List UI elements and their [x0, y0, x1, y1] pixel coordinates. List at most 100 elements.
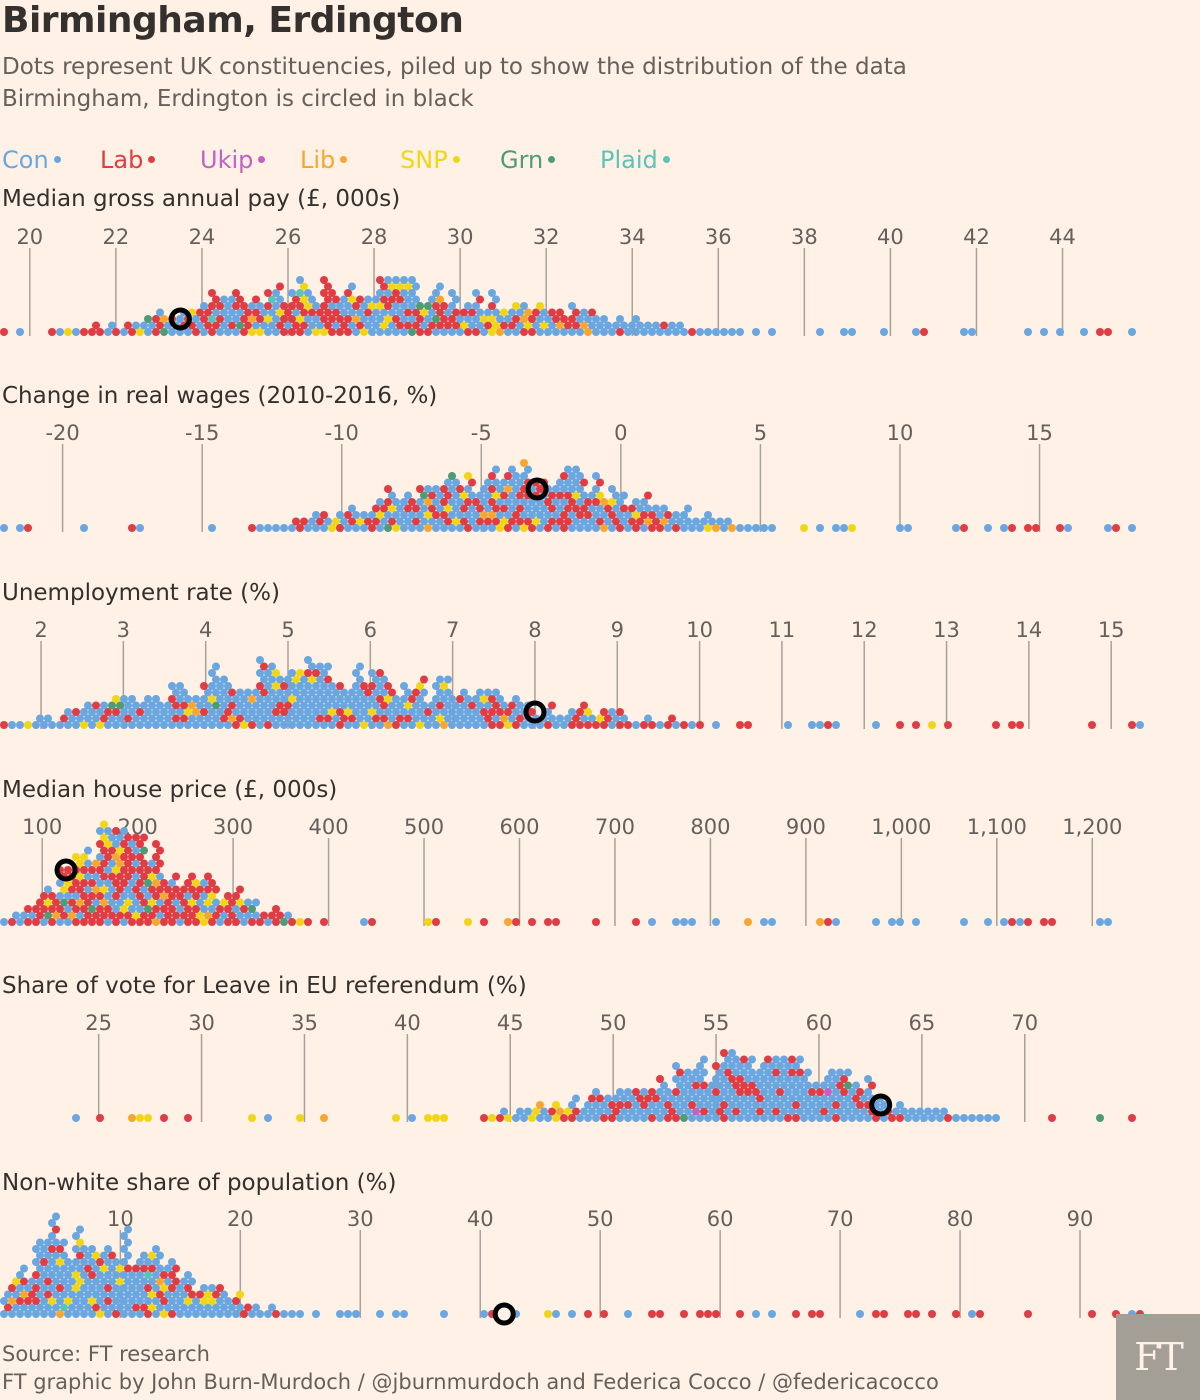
- constituency-dot: [992, 721, 1000, 729]
- constituency-dot: [16, 328, 24, 336]
- constituency-dot: [180, 714, 188, 723]
- constituency-dot: [272, 669, 280, 677]
- constituency-dot: [644, 321, 652, 330]
- constituency-dot: [192, 918, 200, 926]
- constituency-dot: [320, 918, 328, 926]
- constituency-dot: [132, 859, 140, 868]
- constituency-dot: [728, 1075, 736, 1083]
- constituency-dot: [612, 1094, 620, 1103]
- constituency-dot: [148, 1303, 156, 1312]
- constituency-dot: [668, 714, 676, 723]
- constituency-dot: [396, 295, 404, 304]
- constituency-dot: [104, 840, 112, 848]
- constituency-dot: [188, 872, 196, 881]
- constituency-dot: [124, 846, 132, 855]
- constituency-dot: [240, 905, 248, 913]
- constituency-dot: [388, 701, 396, 710]
- tick-label: 100: [22, 815, 62, 839]
- constituency-dot: [36, 1264, 44, 1273]
- constituency-dot: [852, 1107, 860, 1116]
- constituency-dot: [380, 688, 388, 697]
- constituency-dot: [688, 918, 696, 926]
- constituency-dot: [496, 1114, 504, 1122]
- constituency-dot: [276, 701, 284, 710]
- constituency-dot: [192, 328, 200, 336]
- constituency-dot: [696, 1062, 704, 1070]
- constituency-dot: [612, 504, 620, 513]
- constituency-dot: [276, 675, 284, 684]
- constituency-dot: [48, 1297, 56, 1305]
- constituency-dot: [140, 1303, 148, 1312]
- constituency-dot: [480, 708, 488, 716]
- constituency-dot: [708, 1081, 716, 1090]
- constituency-dot: [176, 315, 184, 323]
- constituency-dot: [76, 885, 84, 894]
- constituency-dot: [572, 714, 580, 723]
- constituency-dot: [536, 1114, 544, 1122]
- constituency-dot: [380, 714, 388, 723]
- constituency-dot: [68, 911, 76, 920]
- constituency-dot: [640, 498, 648, 506]
- constituency-dot: [196, 714, 204, 723]
- constituency-dot: [844, 1068, 852, 1077]
- constituency-dot: [72, 721, 80, 729]
- constituency-dot: [260, 662, 268, 671]
- constituency-dot: [480, 498, 488, 506]
- constituency-dot: [148, 872, 156, 881]
- constituency-dot: [340, 714, 348, 723]
- constituency-dot: [416, 498, 424, 506]
- constituency-dot: [600, 315, 608, 323]
- constituency-dot: [584, 1101, 592, 1109]
- constituency-dot: [504, 472, 512, 480]
- constituency-dot: [708, 517, 716, 526]
- constituency-dot: [312, 695, 320, 703]
- constituency-dot: [320, 669, 328, 677]
- constituency-dot: [140, 911, 148, 920]
- constituency-dot: [764, 1081, 772, 1090]
- constituency-dot: [408, 498, 416, 506]
- constituency-dot: [796, 1094, 804, 1103]
- constituency-dot: [324, 714, 332, 723]
- constituency-dot: [788, 1055, 796, 1064]
- constituency-dot: [208, 669, 216, 677]
- constituency-dot: [200, 1310, 208, 1318]
- constituency-dot: [80, 1271, 88, 1279]
- constituency-dot: [432, 485, 440, 493]
- constituency-dot: [228, 308, 236, 317]
- constituency-dot: [912, 721, 920, 729]
- constituency-dot: [380, 308, 388, 317]
- constituency-dot: [288, 289, 296, 297]
- constituency-dot: [432, 289, 440, 297]
- constituency-dot: [564, 465, 572, 474]
- constituency-dot: [180, 1303, 188, 1312]
- constituency-dot: [748, 1081, 756, 1090]
- constituency-dot: [476, 321, 484, 330]
- constituency-dot: [288, 682, 296, 690]
- constituency-dot: [712, 1310, 720, 1318]
- constituency-dot: [24, 524, 32, 532]
- constituency-dot: [960, 328, 968, 336]
- constituency-dot: [304, 315, 312, 323]
- constituency-dot: [352, 302, 360, 310]
- constituency-dot: [184, 328, 192, 336]
- constituency-dot: [152, 695, 160, 703]
- constituency-dot: [736, 328, 744, 336]
- constituency-dot: [204, 714, 212, 723]
- constituency-dot: [564, 517, 572, 526]
- constituency-dot: [72, 1232, 80, 1240]
- constituency-dot: [516, 714, 524, 723]
- constituency-dot: [72, 1114, 80, 1122]
- constituency-dot: [384, 276, 392, 284]
- constituency-dot: [80, 905, 88, 913]
- constituency-dot: [936, 1114, 944, 1122]
- tick-label: 11: [769, 618, 796, 642]
- constituency-dot: [96, 1271, 104, 1279]
- constituency-dot: [124, 1225, 132, 1234]
- constituency-dot: [620, 1094, 628, 1103]
- constituency-dot: [536, 524, 544, 532]
- constituency-dot: [120, 328, 128, 336]
- tick-label: -20: [45, 421, 79, 445]
- constituency-dot: [324, 295, 332, 304]
- constituency-dot: [512, 524, 520, 532]
- constituency-dot: [432, 1114, 440, 1122]
